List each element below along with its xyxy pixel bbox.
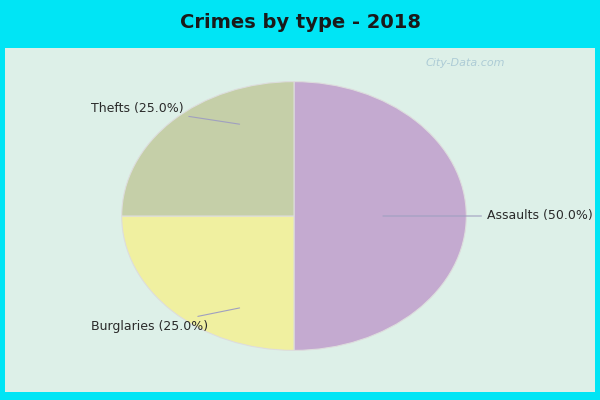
Text: Burglaries (25.0%): Burglaries (25.0%) (91, 308, 239, 333)
Text: Assaults (50.0%): Assaults (50.0%) (383, 210, 593, 222)
Text: Thefts (25.0%): Thefts (25.0%) (91, 102, 239, 124)
Wedge shape (122, 216, 294, 350)
Text: Crimes by type - 2018: Crimes by type - 2018 (179, 12, 421, 32)
Wedge shape (122, 82, 294, 216)
Wedge shape (294, 82, 466, 350)
Text: City-Data.com: City-Data.com (425, 58, 505, 68)
